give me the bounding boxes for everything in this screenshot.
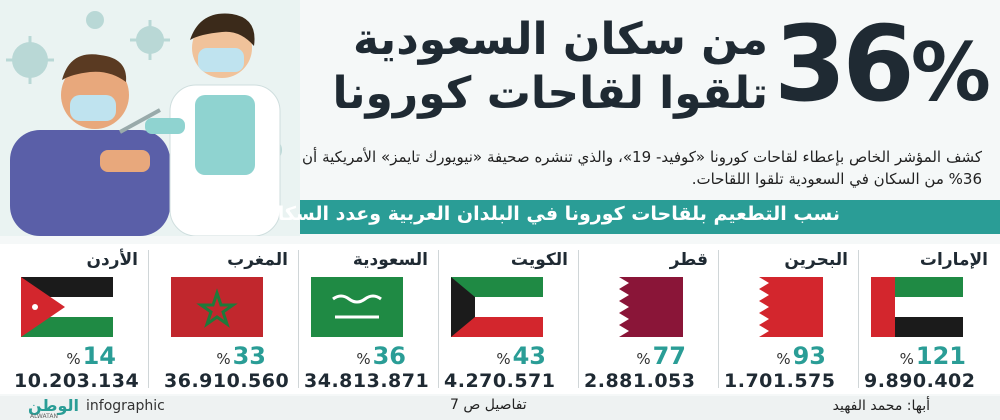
jordan-flag-icon	[21, 277, 113, 337]
country-cell-bahrain: البحرين %93 1.701.575	[716, 244, 859, 394]
country-cell-kuwait: الكويت %43 4.270.571	[436, 244, 579, 394]
cell-divider	[438, 250, 439, 388]
population-value: 9.890.402	[864, 370, 976, 392]
footer-bar: الوطن ALWATAN infographic تفاصيل ص 7 أبه…	[0, 396, 1000, 420]
patient-figure	[10, 54, 170, 236]
country-cell-uae: الإمارات %121 9.890.402	[856, 244, 996, 394]
country-cell-saudi: السعودية %36 34.813.871	[296, 244, 439, 394]
author-credit: أبها: محمد الفهيد	[832, 398, 930, 414]
vaccination-rate: %93	[776, 342, 826, 370]
country-name: الأردن	[86, 250, 138, 270]
population-value: 10.203.134	[14, 370, 140, 392]
bahrain-flag-icon	[731, 277, 823, 337]
country-name: الكويت	[510, 250, 568, 270]
vaccination-rate: %121	[899, 342, 966, 370]
infographic-label: infographic	[86, 398, 165, 414]
headline-line-1: من سكان السعودية	[353, 14, 769, 65]
alwatan-logo: الوطن	[28, 396, 79, 415]
cell-divider	[148, 250, 149, 388]
cell-divider	[298, 250, 299, 388]
cell-divider	[718, 250, 719, 388]
population-value: 2.881.053	[584, 370, 696, 392]
alwatan-logo-sub: ALWATAN	[30, 413, 58, 420]
headline-line-2: تلقوا لقاحات كورونا	[332, 68, 769, 119]
vaccination-rate: %33	[216, 342, 266, 370]
cell-divider	[858, 250, 859, 388]
virus-spikes-icon	[6, 20, 170, 84]
vaccination-rate: %14	[66, 342, 116, 370]
population-value: 1.701.575	[724, 370, 836, 392]
population-value: 34.813.871	[304, 370, 430, 392]
population-value: 4.270.571	[444, 370, 556, 392]
syringe-icon	[119, 108, 161, 134]
country-name: البحرين	[784, 250, 848, 270]
cell-divider	[578, 250, 579, 388]
population-value: 36.910.560	[164, 370, 290, 392]
details-page-ref: تفاصيل ص 7	[450, 397, 527, 413]
uae-flag-icon	[871, 277, 963, 337]
morocco-flag-icon	[171, 277, 263, 337]
saudi-flag-icon	[311, 277, 403, 337]
vaccination-illustration	[0, 0, 300, 236]
country-name: قطر	[669, 250, 708, 270]
vaccination-rate: %77	[636, 342, 686, 370]
country-grid: الإمارات %121 9.890.402 البحرين %93 1.70…	[0, 244, 1000, 394]
intro-paragraph: كشف المؤشر الخاص بإعطاء لقاحات كورونا «ك…	[302, 148, 982, 188]
vaccination-rate: %43	[496, 342, 546, 370]
qatar-flag-icon	[591, 277, 683, 337]
nurse-figure	[119, 13, 281, 236]
headline-percent: 36%	[774, 3, 991, 125]
country-name: الإمارات	[919, 250, 988, 270]
country-cell-jordan: الأردن %14 10.203.134	[6, 244, 149, 394]
country-cell-qatar: قطر %77 2.881.053	[576, 244, 719, 394]
headline-percent-sign: %	[910, 26, 991, 119]
banner-title: نسب التطعيم بلقاحات كورونا في البلدان ال…	[261, 203, 840, 225]
kuwait-flag-icon	[451, 277, 543, 337]
country-name: السعودية	[352, 250, 428, 270]
country-cell-morocco: المغرب %33 36.910.560	[156, 244, 299, 394]
country-name: المغرب	[227, 250, 288, 270]
vaccination-rate: %36	[356, 342, 406, 370]
section-banner: نسب التطعيم بلقاحات كورونا في البلدان ال…	[262, 200, 1000, 234]
